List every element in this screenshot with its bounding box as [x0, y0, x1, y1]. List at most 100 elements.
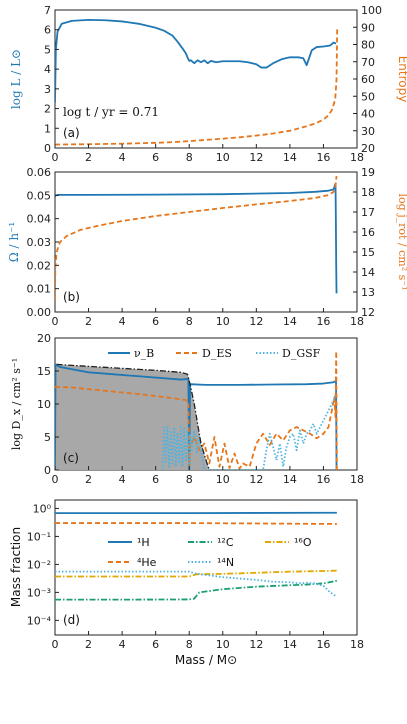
panel-a-xtick-label: 14 [283, 151, 297, 164]
panel-b-xtick-label: 10 [216, 315, 230, 328]
panel-a-xtick-label: 18 [350, 151, 364, 164]
panel-c-letter: (c) [63, 451, 79, 465]
panel-b-ytick-label: 0.04 [27, 213, 52, 226]
panel-a-xtick-label: 8 [186, 151, 193, 164]
panel-d-xtick-label: 12 [249, 638, 263, 651]
panel-d-xtick-label: 0 [52, 638, 59, 651]
panel-b-xtick-label: 4 [119, 315, 126, 328]
panel-b-xtick-label: 2 [85, 315, 92, 328]
panel-a-ytick-right-label: 60 [361, 73, 375, 86]
panel-b-frame [54, 171, 358, 313]
panel-d-xtick-label: 18 [350, 638, 364, 651]
legend-des-label: D_ES [202, 347, 232, 360]
panel-a-ytick-label: 7 [44, 4, 51, 17]
panel-d-ytick-label: 10⁰ [33, 502, 52, 515]
x-axis-label: Mass / M⊙ [175, 653, 237, 667]
panel-a-xtick-label: 16 [316, 151, 330, 164]
panel-a-ytick-right-label: 100 [361, 4, 382, 17]
panel-b-ytick-right-label: 15 [361, 246, 375, 259]
panel-b-ylabel: Ω / h⁻¹ [7, 222, 21, 263]
panel-b-ytick-label: 0.00 [27, 306, 52, 319]
panel-a-ytick-label: 3 [44, 83, 51, 96]
panel-b-ytick-label: 0.05 [27, 189, 52, 202]
panel-d-series-3-line [55, 569, 337, 578]
panel-c-xtick-label: 14 [283, 473, 297, 486]
panel-d-xtick-label: 8 [186, 638, 193, 651]
panel-d-xtick-label: 6 [152, 638, 159, 651]
panel-c-xtick-label: 0 [52, 473, 59, 486]
panel-c-xtick-label: 18 [350, 473, 364, 486]
panel-c-series-0-line [55, 363, 338, 470]
panel-a-xtick-label: 12 [249, 151, 263, 164]
legend-c12-label: ¹²C [217, 536, 234, 549]
panel-c-ytick-label: 5 [44, 431, 51, 444]
panel-d-ytick-label: 10⁻² [27, 558, 51, 571]
panel-d-legend: ¹H ¹²C ¹⁶O ⁴He ¹⁴N [108, 536, 312, 569]
panel-a-ylabel: log L / L⊙ [9, 49, 23, 109]
panel-a-ytick-right-label: 50 [361, 90, 375, 103]
panel-d-series-2-line [55, 579, 338, 601]
legend-dgsf-label: D_GSF [282, 347, 321, 360]
panel-c-xtick-label: 6 [152, 473, 159, 486]
panel-b-xtick-label: 8 [186, 315, 193, 328]
legend-o16-label: ¹⁶O [294, 536, 312, 549]
panel-d-ytick-label: 10⁻¹ [27, 530, 51, 543]
panel-b-xtick-label: 0 [52, 315, 59, 328]
panel-a-ytick-label: 0 [44, 142, 51, 155]
panel-b-xtick-label: 6 [152, 315, 159, 328]
panel-b-letter: (b) [63, 290, 80, 304]
panel-a-ytick-label: 2 [44, 103, 51, 116]
panel-b-xtick-label: 12 [249, 315, 263, 328]
panel-c-ytick-label: 0 [44, 464, 51, 477]
panel-d-xtick-label: 2 [85, 638, 92, 651]
legend-n14-label: ¹⁴N [217, 556, 234, 569]
panel-a-ytick-label: 4 [44, 63, 51, 76]
panel-a-ytick-right-label: 40 [361, 108, 375, 121]
panel-b-ytick-label: 0.03 [27, 236, 52, 249]
panel-d-xtick-label: 10 [216, 638, 230, 651]
panel-a-ytick-right-label: 30 [361, 125, 375, 138]
panel-a-annotation: log t / yr = 0.71 [63, 105, 159, 119]
panel-a-xtick-label: 4 [119, 151, 126, 164]
panel-c-ytick-label: 20 [37, 332, 51, 345]
panel-a-ytick-right-label: 90 [361, 21, 375, 34]
panel-a-xtick-label: 6 [152, 151, 159, 164]
panel-a-frame [54, 9, 358, 149]
panel-d-series-1-line [55, 522, 337, 525]
panel-d-xtick-label: 14 [283, 638, 297, 651]
panel-c-series-1-line [55, 350, 338, 470]
panel-b-ytick-right-label: 13 [361, 286, 375, 299]
panel-c-ytick-label: 15 [37, 365, 51, 378]
panel-d-ylabel: Mass fraction [9, 527, 23, 607]
panel-b-ylabel-right: log j_rot / cm² s⁻¹ [396, 194, 407, 291]
panel-c-ylabel: log D_x / cm² s⁻¹ [10, 358, 23, 450]
panel-c-xtick-label: 12 [249, 473, 263, 486]
panel-b-series-1-line [55, 175, 338, 301]
panel-a-series-0-line [55, 18, 337, 103]
panel-a-ytick-right-label: 70 [361, 56, 375, 69]
legend-nuB-label: ν_B [134, 347, 154, 360]
legend-he4-label: ⁴He [137, 556, 157, 569]
panel-c-xtick-label: 16 [316, 473, 330, 486]
convective-region-shading [55, 364, 210, 470]
panel-c-xtick-label: 10 [216, 473, 230, 486]
panel-a-ytick-right-label: 20 [361, 142, 375, 155]
panel-b-ytick-right-label: 12 [361, 306, 375, 319]
panel-d-frame [54, 499, 358, 636]
panel-b-xtick-label: 16 [316, 315, 330, 328]
panel-a-ytick-label: 6 [44, 24, 51, 37]
panel-b-xtick-label: 14 [283, 315, 297, 328]
panel-b-ytick-right-label: 14 [361, 266, 375, 279]
panel-d-xtick-label: 16 [316, 638, 330, 651]
panel-b-ytick-right-label: 19 [361, 166, 375, 179]
panel-c-xtick-label: 2 [85, 473, 92, 486]
panel-a-series-1-line [55, 27, 339, 146]
panel-b-ytick-right-label: 16 [361, 226, 375, 239]
panel-a-letter: (a) [63, 126, 80, 140]
panel-a-xtick-label: 0 [52, 151, 59, 164]
panel-b-xtick-label: 18 [350, 315, 364, 328]
panel-d-letter: (d) [63, 613, 80, 627]
panel-c-series-3-line [56, 363, 210, 470]
panel-a-xtick-label: 2 [85, 151, 92, 164]
